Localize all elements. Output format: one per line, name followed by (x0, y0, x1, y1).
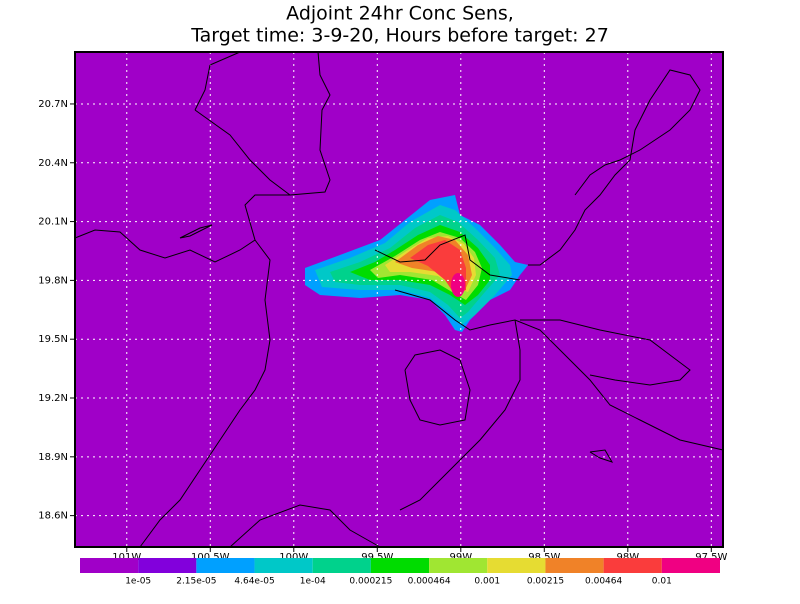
colorbar-swatch (370, 558, 430, 573)
colorbar-label: 0.000464 (408, 577, 451, 587)
x-tick-label: 99.5W (361, 552, 393, 563)
colorbar-label: 1e-04 (300, 577, 326, 587)
y-tick-label: 19.2N (38, 393, 68, 404)
x-tick-label: 98.5W (528, 552, 560, 563)
colorbar-label: 0.001 (474, 577, 500, 587)
y-tick-label: 20.7N (38, 99, 68, 110)
map-background (75, 52, 723, 547)
contours (305, 195, 528, 332)
colorbar-label: 1e-05 (125, 577, 151, 587)
x-tick-label: 97.5W (695, 552, 727, 563)
boundaries (74, 51, 724, 548)
title-line: Adjoint 24hr Conc Sens, (286, 3, 514, 25)
colorbar-label: 2.15e-05 (176, 577, 216, 587)
colorbar-swatch (429, 558, 488, 573)
colorbar: 1e-05 2.15e-05 4.64e-05 1e-04 0.000215 0.0004… (80, 558, 720, 587)
y-tick-label: 19.5N (38, 334, 68, 345)
y-tick-label: 19.8N (38, 275, 68, 286)
colorbar-swatch (254, 558, 313, 573)
y-tick-label: 20.4N (38, 158, 68, 169)
y-tick-label: 20.1N (38, 217, 68, 228)
x-tick-label: 99W (449, 552, 472, 563)
x-tick-label: 100.5W (191, 552, 230, 563)
colorbar-swatch (196, 558, 255, 573)
x-tick-label: 98W (616, 552, 639, 563)
y-tick-label: 18.9N (38, 452, 68, 463)
title-line: Target time: 3-9-20, Hours before target… (190, 25, 609, 47)
colorbar-label: 0.01 (652, 577, 672, 587)
colorbar-swatch (312, 558, 371, 573)
colorbar-swatch (80, 558, 139, 573)
colorbar-swatch (661, 558, 720, 573)
colorbar-swatch (545, 558, 604, 573)
map-frame (74, 51, 724, 548)
colorbar-swatch (487, 558, 546, 573)
colorbar-swatch (138, 558, 197, 573)
x-tick-label: 101W (112, 552, 141, 563)
grid (75, 52, 723, 547)
colorbar-label: 0.00215 (527, 577, 564, 587)
x-tick-label: 100W (279, 552, 308, 563)
y-tick-label: 18.6N (38, 511, 68, 522)
axes: 101W 100.5W 100W 99.5W 99W 98.5W 98W 97.5W 20.7N… (38, 99, 727, 563)
colorbar-label: 4.64e-05 (234, 577, 274, 587)
colorbar-swatch (603, 558, 662, 573)
colorbar-label: 0.00464 (585, 577, 622, 587)
colorbar-label: 0.000215 (349, 577, 392, 587)
